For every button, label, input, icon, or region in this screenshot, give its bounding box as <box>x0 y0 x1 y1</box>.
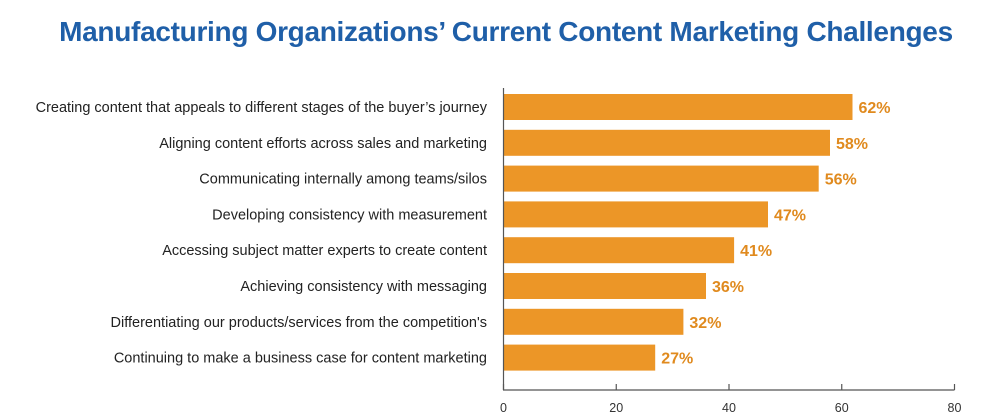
bar <box>503 94 853 120</box>
x-tick-label: 80 <box>948 401 962 415</box>
data-label: 27% <box>661 351 693 368</box>
data-label: 56% <box>825 172 857 189</box>
bar <box>503 344 656 371</box>
x-tick-label: 0 <box>500 401 507 415</box>
bar <box>503 165 819 192</box>
bar <box>503 129 830 156</box>
data-label: 58% <box>836 136 868 153</box>
x-tick-label: 20 <box>609 401 623 415</box>
value-labels: 62% 58% 56% 47% 41% 36% 32% 27% <box>661 100 890 368</box>
category-label: Developing consistency with measurement <box>212 207 487 223</box>
category-label: Creating content that appeals to differe… <box>36 100 488 116</box>
category-label: Achieving consistency with messaging <box>240 279 487 295</box>
bars-layer <box>503 94 853 371</box>
chart-title: Manufacturing Organizations’ Current Con… <box>59 16 953 47</box>
x-tick-label: 40 <box>722 401 736 415</box>
category-label: Continuing to make a business case for c… <box>114 351 487 367</box>
x-tick-label: 60 <box>835 401 849 415</box>
bar <box>503 273 706 299</box>
bar <box>503 308 684 335</box>
category-label: Aligning content efforts across sales an… <box>159 136 487 152</box>
category-label: Accessing subject matter experts to crea… <box>162 243 487 259</box>
data-label: 62% <box>859 100 891 117</box>
category-labels: Creating content that appeals to differe… <box>36 100 488 367</box>
data-label: 36% <box>712 279 744 296</box>
data-label: 41% <box>740 243 772 260</box>
bar <box>503 237 735 264</box>
data-label: 32% <box>689 315 721 332</box>
data-label: 47% <box>774 207 806 224</box>
category-label: Communicating internally among teams/sil… <box>199 172 487 188</box>
bar <box>503 201 768 228</box>
x-axis: 0 20 40 60 80 <box>500 88 961 415</box>
category-label: Differentiating our products/services fr… <box>111 315 487 331</box>
